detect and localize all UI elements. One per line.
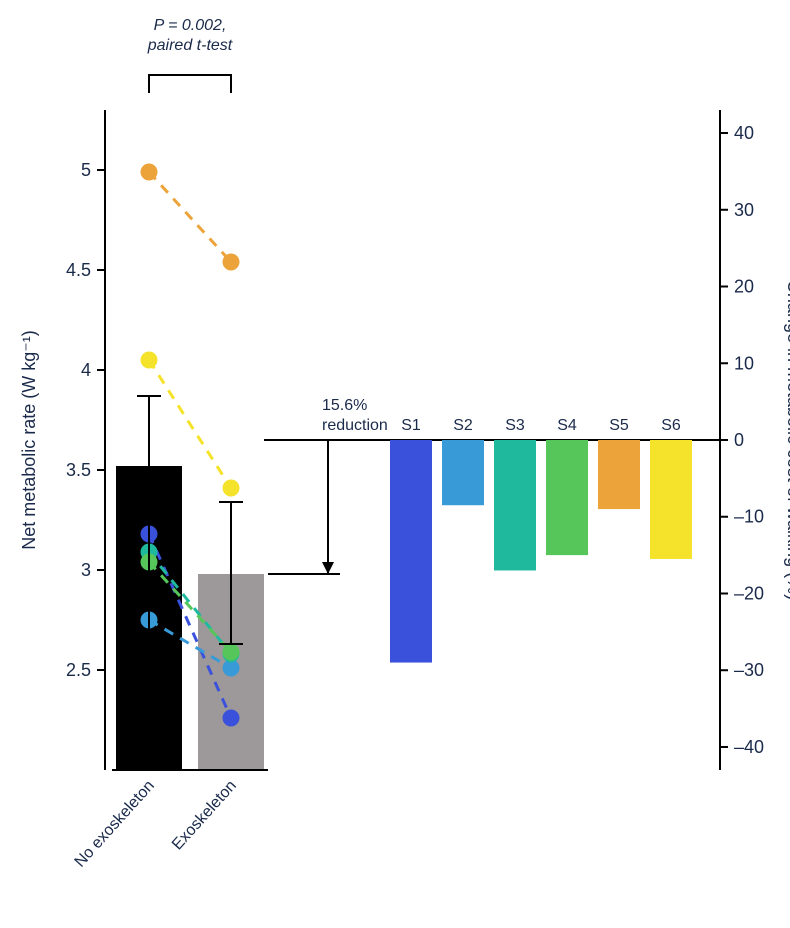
right-tick-label: 30 [734, 200, 754, 220]
reduction-label-line1: 15.6% [322, 397, 367, 414]
subject-bar [650, 440, 692, 559]
subject-label: S4 [557, 417, 577, 434]
left-axis-title: Net metabolic rate (W kg⁻¹) [19, 330, 39, 550]
subject-label: S3 [505, 417, 525, 434]
subject-bar [598, 440, 640, 509]
left-tick-label: 4 [81, 360, 91, 380]
subject-slope-line [149, 172, 231, 262]
category-label-exo: Exoskeleton [169, 777, 240, 853]
p-value-line1: P = 0.002, [154, 17, 227, 34]
subject-label: S6 [661, 417, 681, 434]
subject-label: S5 [609, 417, 629, 434]
subject-marker-exo [223, 480, 240, 497]
p-value-bracket [149, 75, 231, 93]
subject-bar [494, 440, 536, 570]
subject-marker-exo [223, 644, 240, 661]
right-axis-title: Change in metabolic cost of walking (%) [784, 280, 790, 600]
subject-bar [546, 440, 588, 555]
subject-marker-no-exo [141, 164, 158, 181]
right-tick-label: –10 [734, 507, 764, 527]
subject-bar [442, 440, 484, 505]
subject-marker-exo [223, 254, 240, 271]
right-tick-label: –20 [734, 583, 764, 603]
left-tick-label: 4.5 [66, 260, 91, 280]
p-value-line2: paired t-test [147, 37, 233, 54]
subject-marker-exo [223, 710, 240, 727]
subject-bar [390, 440, 432, 663]
left-tick-label: 3 [81, 560, 91, 580]
left-tick-label: 2.5 [66, 660, 91, 680]
metabolic-cost-chart: 2.5 3 3.5 4 4.5 5 Net metabolic rate (W kg⁻¹) –… [0, 0, 790, 928]
left-tick-label: 5 [81, 160, 91, 180]
reduction-label-line2: reduction [322, 417, 388, 434]
right-tick-label: 0 [734, 430, 744, 450]
subject-label: S2 [453, 417, 473, 434]
right-tick-label: 20 [734, 277, 754, 297]
right-tick-label: 40 [734, 123, 754, 143]
left-tick-label: 3.5 [66, 460, 91, 480]
subject-marker-no-exo [141, 352, 158, 369]
right-tick-label: –30 [734, 660, 764, 680]
right-tick-label: –40 [734, 737, 764, 757]
category-label-no-exo: No exoskeleton [72, 777, 158, 870]
subject-label: S1 [401, 417, 421, 434]
right-tick-label: 10 [734, 353, 754, 373]
